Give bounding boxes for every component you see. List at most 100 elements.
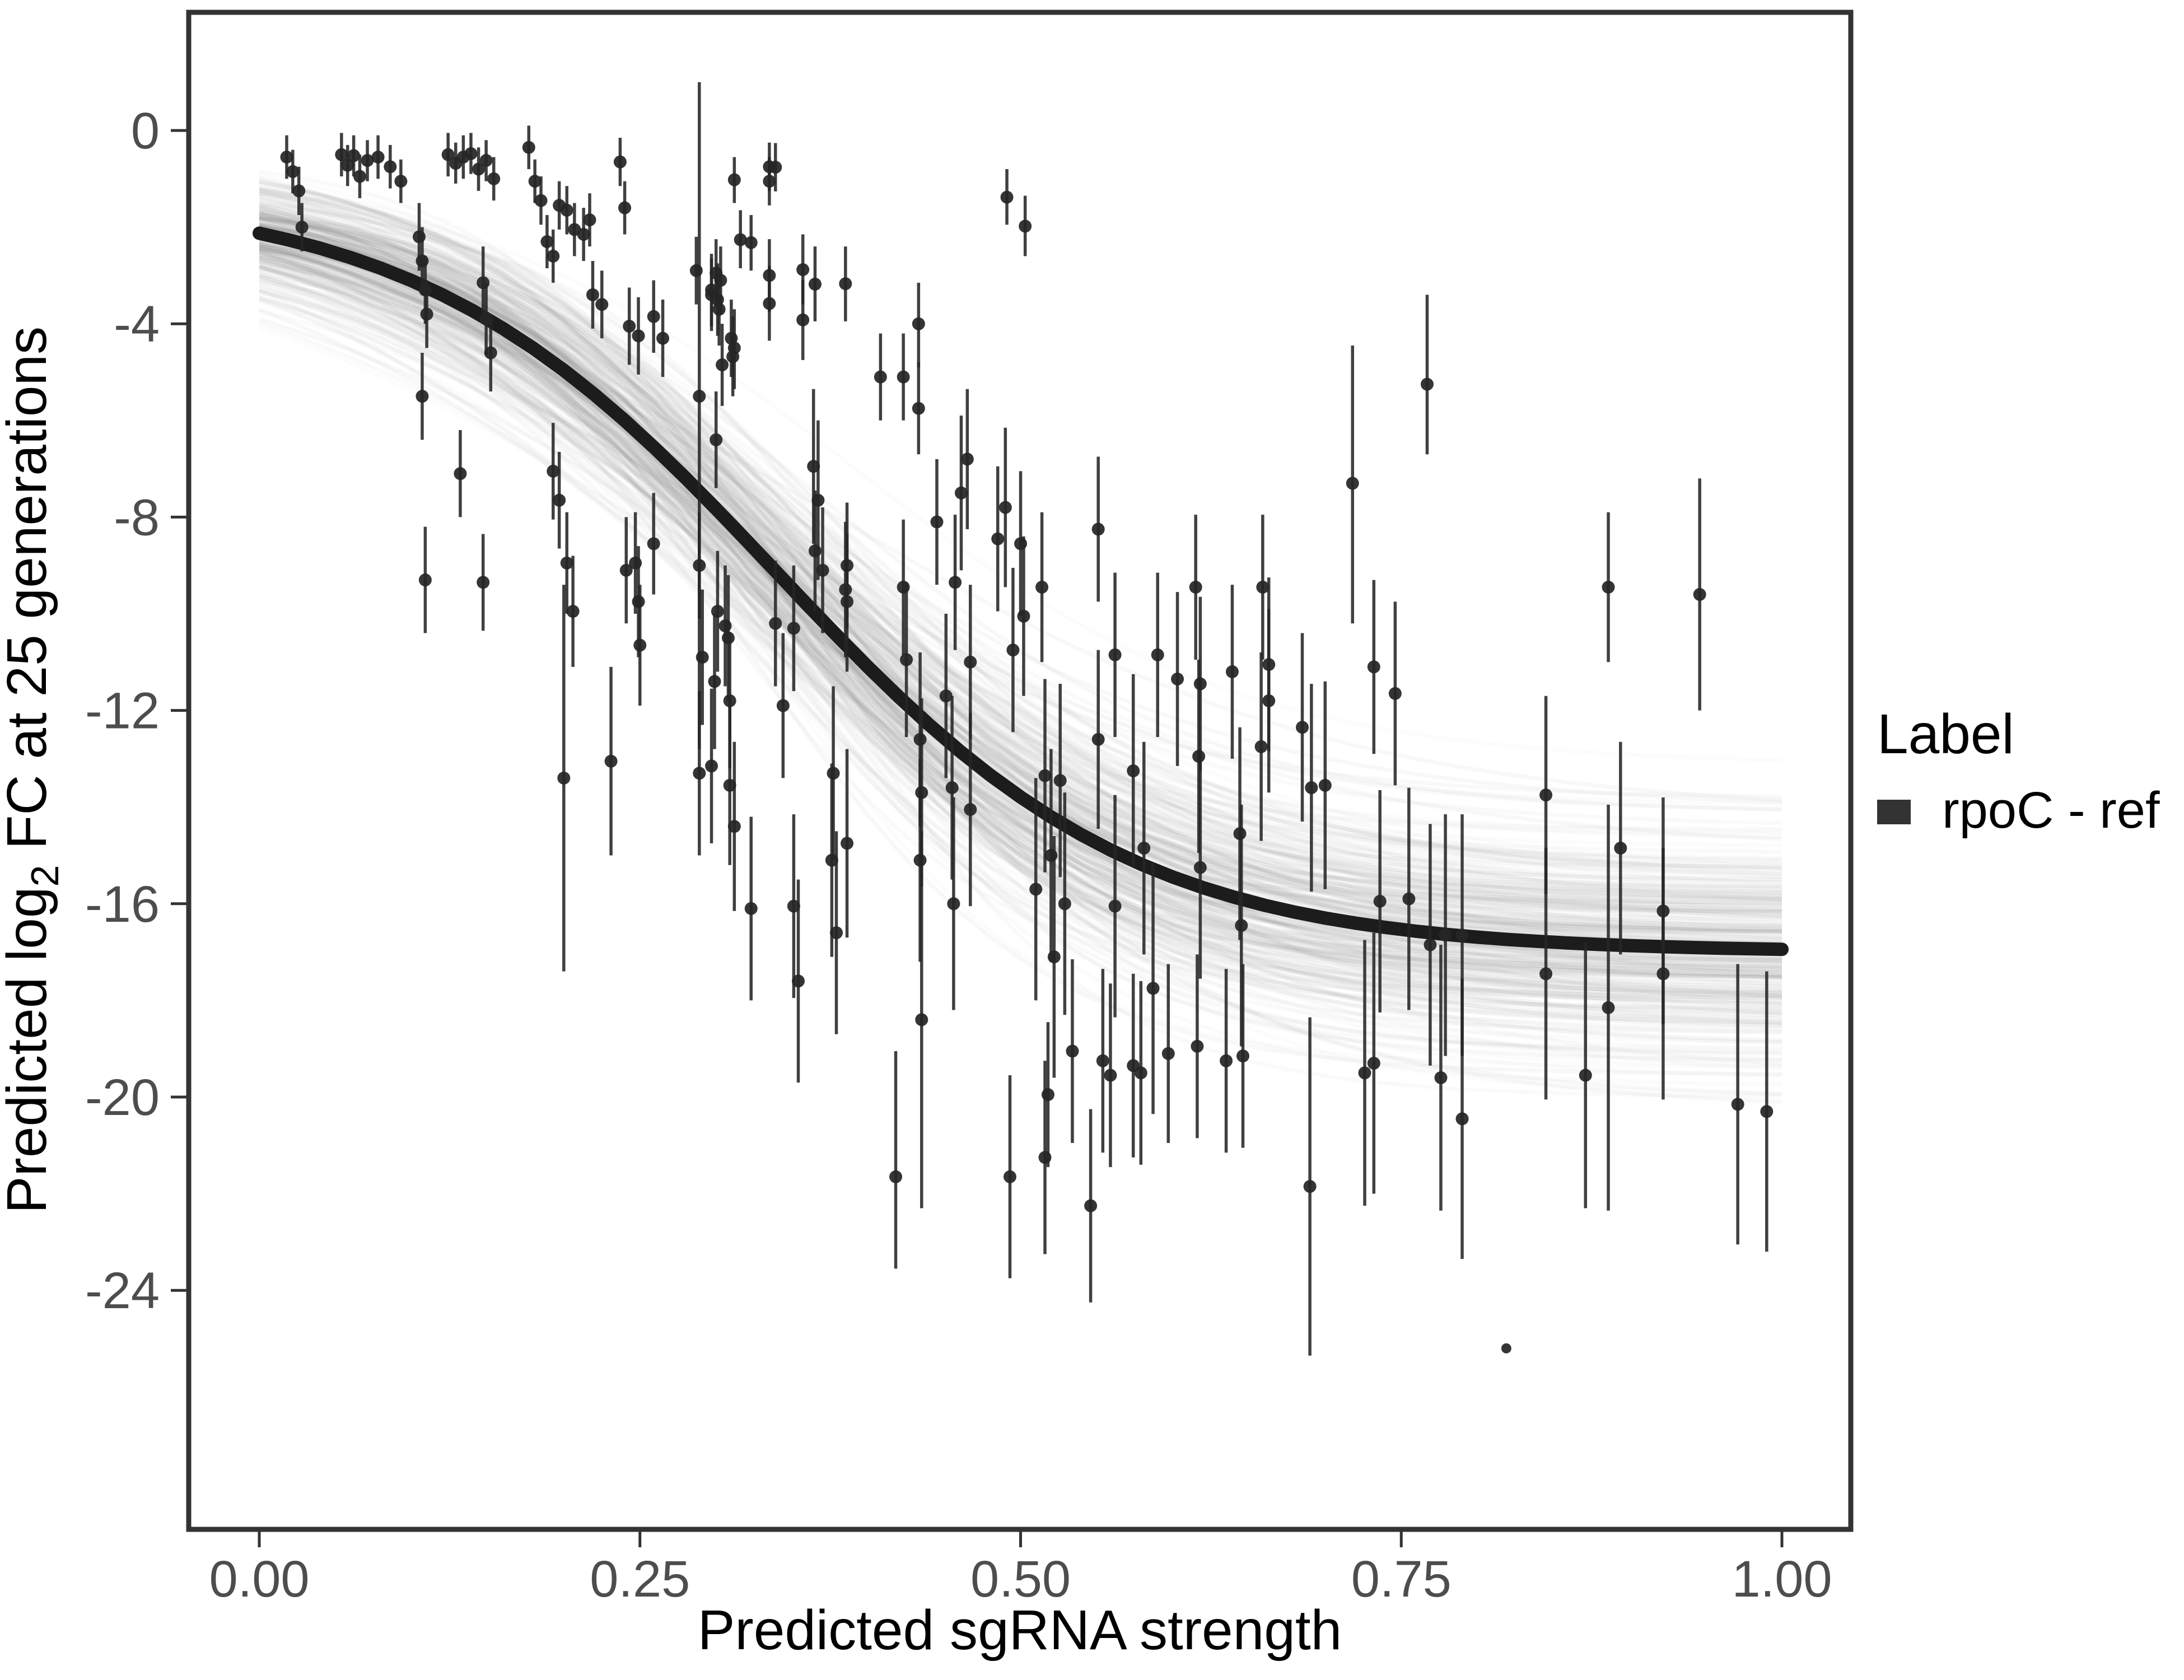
data-point: [547, 249, 560, 263]
data-point: [1000, 190, 1014, 204]
y-tick-label: 0: [131, 102, 160, 160]
data-point: [1003, 1170, 1016, 1183]
band-draw-line: [258, 226, 1782, 1006]
data-point: [1096, 1054, 1109, 1067]
band-draw-line: [259, 242, 1782, 941]
band-draw-line: [259, 245, 1782, 1000]
data-point: [714, 274, 727, 287]
data-point: [619, 563, 633, 577]
data-point: [1455, 928, 1469, 942]
legend-title: Label: [1877, 703, 2014, 766]
data-point: [1029, 883, 1043, 896]
data-point: [632, 329, 645, 343]
data-point: [964, 803, 977, 816]
data-point: [1134, 1066, 1147, 1080]
data-point: [1439, 928, 1452, 942]
data-point: [1388, 687, 1402, 700]
data-point: [623, 320, 636, 333]
data-point: [335, 148, 348, 161]
x-axis-ticks: 0.00 0.25 0.50 0.75 1.00: [209, 1532, 1832, 1608]
band-draw-line: [259, 246, 1782, 1028]
data-point: [1191, 1039, 1204, 1053]
data-point: [553, 493, 566, 507]
data-point: [1053, 774, 1067, 787]
x-tick-label: 0.75: [1351, 1551, 1452, 1608]
data-point: [384, 160, 397, 174]
band-draw-line: [258, 210, 1782, 917]
data-point: [1137, 842, 1151, 855]
data-point: [595, 298, 609, 311]
data-point: [744, 902, 758, 915]
data-point: [964, 655, 977, 669]
data-point: [796, 263, 810, 277]
band-draw-line: [258, 318, 1782, 1006]
legend-swatch-icon: [1877, 800, 1911, 824]
data-point: [647, 310, 660, 323]
data-point: [1017, 609, 1030, 623]
data-point: [1731, 1098, 1744, 1111]
band-draw-line: [259, 296, 1782, 842]
band-draw-line: [258, 250, 1782, 969]
data-point: [787, 622, 800, 635]
x-tick-label: 1.00: [1732, 1551, 1832, 1608]
data-point: [534, 194, 548, 207]
band-draw-line: [259, 217, 1782, 905]
data-point: [808, 544, 822, 558]
data-point: [889, 1170, 903, 1183]
y-tick-label: -12: [85, 683, 160, 740]
y-tick-label: -20: [85, 1069, 160, 1126]
data-point: [479, 154, 493, 167]
data-point: [1579, 1068, 1592, 1082]
data-point: [912, 402, 925, 415]
data-point: [487, 172, 501, 185]
data-point: [441, 148, 455, 161]
data-point: [930, 515, 944, 529]
band-draw-line: [259, 207, 1782, 991]
data-point: [528, 175, 542, 188]
y-tick-label: -8: [114, 489, 160, 546]
data-point: [454, 467, 467, 480]
fit-curve-line: [253, 226, 1789, 956]
data-point: [954, 486, 968, 500]
data-point: [1373, 894, 1387, 908]
data-point: [353, 170, 366, 183]
band-draw-line: [259, 202, 1782, 1062]
data-point: [1035, 581, 1049, 594]
data-point: [1108, 899, 1122, 913]
data-point: [1424, 938, 1437, 951]
data-point: [1358, 1066, 1371, 1080]
band-draw-line: [259, 235, 1782, 977]
data-point: [577, 228, 590, 241]
data-point: [613, 155, 627, 169]
data-point: [991, 532, 1005, 545]
data-point: [716, 358, 729, 372]
data-point: [939, 689, 953, 703]
data-point: [769, 161, 782, 174]
data-point: [1189, 581, 1202, 594]
fit-curve: [253, 226, 1789, 956]
data-point: [371, 150, 385, 164]
data-point: [1256, 581, 1270, 594]
data-point: [1656, 967, 1670, 981]
data-point: [1161, 1047, 1175, 1060]
data-point: [1235, 919, 1248, 932]
data-point: [769, 617, 782, 630]
data-point: [420, 307, 433, 321]
data-point: [618, 201, 632, 214]
data-point: [1693, 587, 1706, 601]
data-point: [1602, 581, 1615, 594]
data-point: [1193, 861, 1207, 874]
data-point: [540, 235, 554, 248]
data-point: [705, 759, 718, 773]
data-point: [361, 154, 374, 167]
data-point: [1066, 1044, 1079, 1058]
data-point: [1303, 1180, 1317, 1193]
data-point: [1019, 220, 1032, 233]
data-point: [1041, 1088, 1054, 1102]
band-draw-line: [259, 217, 1782, 1034]
band-draw-line: [259, 250, 1782, 930]
data-point: [830, 926, 843, 940]
band-draw-line: [259, 248, 1782, 1021]
data-point: [464, 147, 478, 160]
data-point: [874, 370, 887, 384]
